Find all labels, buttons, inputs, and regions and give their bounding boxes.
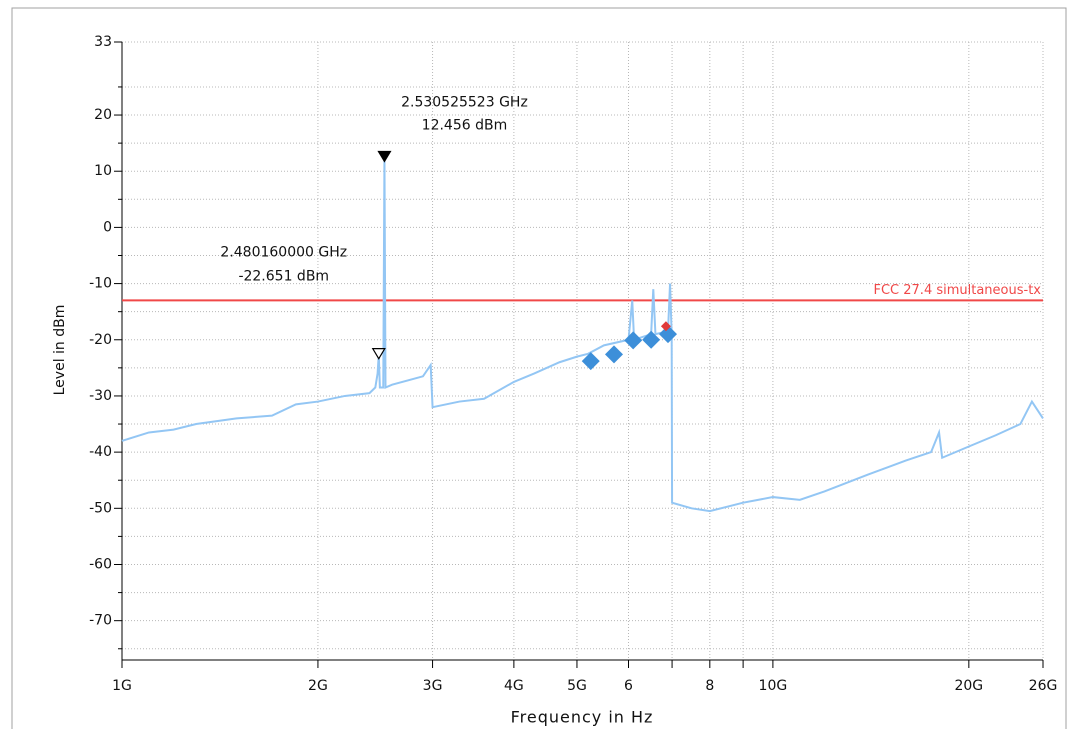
- y-tick-label: -60: [89, 556, 112, 572]
- frame: [11, 7, 1067, 729]
- y-tick-label: 33: [94, 34, 112, 50]
- y-tick-label: -30: [89, 388, 112, 404]
- marker-level: -22.651 dBm: [238, 269, 329, 285]
- x-tick-label: 4G: [504, 678, 524, 694]
- y-tick-label: -20: [89, 332, 112, 348]
- diamond-marker: [660, 321, 671, 332]
- diamond-marker: [624, 331, 643, 350]
- trace: [121, 157, 1044, 513]
- marker-frequency: 2.480160000 GHz: [220, 245, 347, 261]
- diamond-marker: [642, 330, 661, 349]
- diamond-marker: [604, 345, 623, 364]
- x-tick-label: 8: [705, 678, 714, 694]
- marker-triangle: [371, 348, 386, 360]
- x-axis-label: Frequency in Hz: [511, 708, 654, 727]
- x-tick-label: 10G: [759, 678, 788, 694]
- y-tick-label: -70: [89, 613, 112, 629]
- diamond-marker: [659, 325, 678, 344]
- x-tick-label: 3G: [423, 678, 443, 694]
- x-tick-label: 6: [624, 678, 633, 694]
- x-tick-label: 1G: [112, 678, 132, 694]
- x-tick-label: 26G: [1029, 678, 1058, 694]
- y-axis-label: Level in dBm: [52, 305, 68, 396]
- marker-triangle: [377, 150, 392, 163]
- x-tick-label: 20G: [954, 678, 983, 694]
- y-tick-label: -10: [89, 276, 112, 292]
- marker-level: 12.456 dBm: [422, 117, 508, 133]
- marker-frequency: 2.530525523 GHz: [401, 94, 528, 110]
- y-tick-label: -40: [89, 444, 112, 460]
- y-tick-label: -50: [89, 500, 112, 516]
- diamond-marker: [581, 352, 600, 371]
- y-tick-label: 0: [103, 219, 112, 235]
- y-tick-label: 20: [94, 107, 112, 123]
- limit-label: FCC 27.4 simultaneous-tx: [874, 283, 1042, 298]
- x-tick-label: 5G: [567, 678, 587, 694]
- y-tick-label: 10: [94, 163, 112, 179]
- x-tick-label: 2G: [308, 678, 328, 694]
